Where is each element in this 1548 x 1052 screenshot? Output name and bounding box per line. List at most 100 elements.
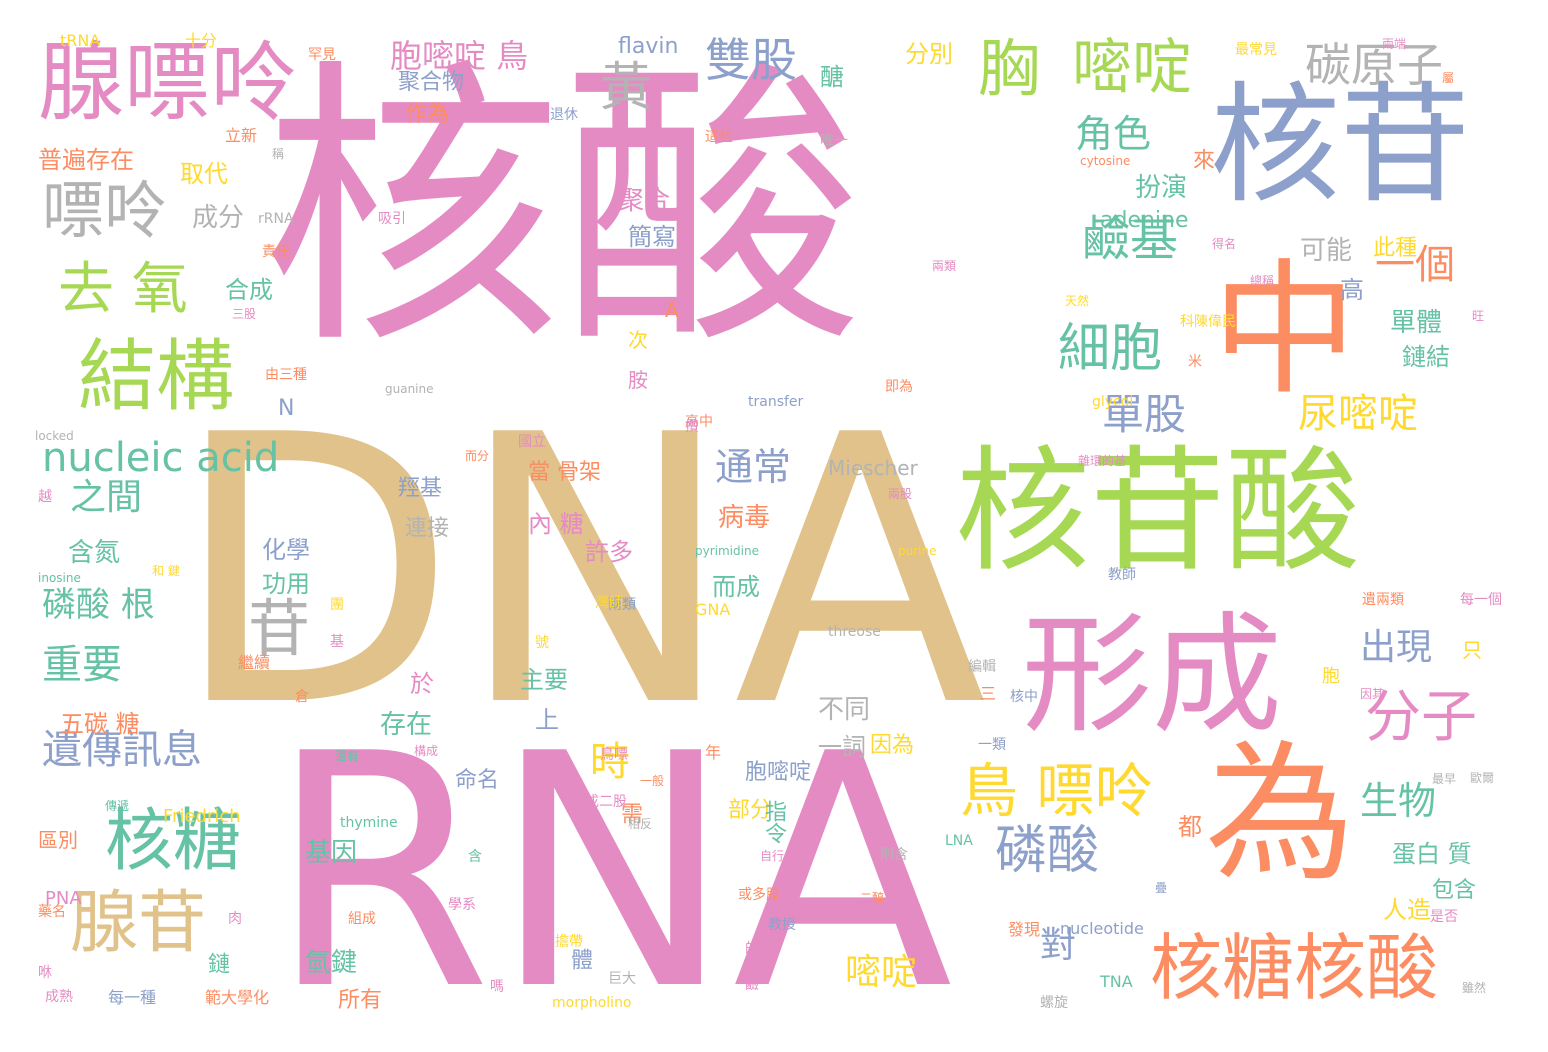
cloud-word: 黃	[600, 58, 653, 118]
cloud-word: 胞嘧啶 鳥	[390, 37, 529, 75]
cloud-word: 聚合物	[398, 70, 465, 95]
cloud-word: 合成	[225, 276, 273, 304]
cloud-word: 科陳偉民	[1180, 314, 1236, 330]
cloud-word: A	[665, 298, 679, 322]
cloud-word: 唯一	[820, 133, 848, 149]
cloud-word: 嗎	[490, 979, 504, 995]
cloud-word: 含氮	[68, 538, 121, 568]
cloud-word: 得名	[1212, 237, 1237, 251]
cloud-word: 的雙	[745, 941, 773, 957]
cloud-word: 核酸	[262, 35, 862, 384]
cloud-word: 羥基	[398, 476, 443, 501]
cloud-word: 處	[660, 129, 674, 145]
cloud-word: 兩類	[608, 597, 636, 613]
cloud-word: 組成	[348, 911, 376, 927]
cloud-word: 都	[1178, 813, 1202, 841]
cloud-word: 藥名	[38, 904, 66, 920]
cloud-word: 巨大	[608, 971, 636, 987]
cloud-word: 細胞	[1058, 319, 1163, 379]
cloud-word: 每一種	[108, 988, 157, 1007]
cloud-word: 雖然	[1462, 981, 1487, 995]
cloud-word: glycol	[1092, 394, 1134, 410]
cloud-word: 胺	[628, 368, 648, 392]
cloud-word: tRNA	[60, 31, 101, 50]
cloud-word: 鳥嘌	[600, 747, 628, 763]
cloud-word: 對	[1040, 925, 1077, 966]
cloud-word: 兩端	[1382, 37, 1407, 51]
cloud-word: 時	[590, 739, 630, 785]
cloud-word: 氫鍵	[305, 948, 358, 978]
cloud-word: adenine	[1100, 208, 1189, 233]
cloud-word: rRNA	[258, 211, 294, 227]
cloud-word: 連接	[405, 516, 450, 541]
cloud-word: 只	[1462, 638, 1482, 662]
cloud-word: 鏈結	[1402, 343, 1450, 371]
cloud-word: 生物	[1360, 779, 1437, 823]
cloud-word: 繼續	[238, 653, 271, 672]
cloud-word: 立新	[225, 126, 258, 145]
cloud-word: 罕見	[308, 47, 336, 63]
cloud-word: 二醇	[860, 891, 885, 905]
cloud-word: morpholino	[552, 995, 632, 1011]
cloud-word: 發現	[1008, 920, 1041, 939]
cloud-word: 角色	[1075, 112, 1152, 156]
cloud-word: 是否	[1430, 909, 1458, 925]
cloud-word: 腺苷	[70, 884, 207, 963]
cloud-word: 屬	[1442, 71, 1455, 85]
cloud-word: 還有	[335, 749, 360, 763]
cloud-word: 學系	[448, 897, 476, 913]
cloud-word: 則含	[880, 847, 908, 863]
cloud-word: 醣	[820, 63, 844, 91]
cloud-word: 命名	[455, 768, 500, 793]
cloud-word: 而分	[465, 449, 490, 463]
cloud-word: 因為	[870, 733, 915, 758]
cloud-word: 鹼基	[1082, 211, 1179, 267]
cloud-word: 雜環的基	[1078, 454, 1127, 468]
cloud-word: 兩股	[888, 487, 913, 501]
cloud-word: 旺	[1472, 309, 1485, 323]
cloud-word: 即為	[885, 379, 913, 395]
cloud-word: 米	[1188, 354, 1202, 370]
cloud-word: 攢	[685, 419, 699, 435]
cloud-word: 不同	[818, 695, 871, 725]
cloud-word: purine	[898, 544, 937, 558]
cloud-word: 總稱	[1250, 274, 1275, 288]
cloud-word: 指令	[761, 800, 786, 844]
cloud-word: RNA	[268, 685, 953, 1052]
cloud-word: 和 鍵	[152, 564, 180, 578]
cloud-word: GNA	[695, 600, 731, 619]
cloud-word: 構成	[414, 744, 439, 758]
cloud-word: 歐爾	[1470, 771, 1495, 785]
cloud-word: 胸	[978, 32, 1041, 105]
cloud-word: 基因	[305, 838, 358, 868]
cloud-word: 嘌呤	[42, 174, 167, 247]
cloud-word: 三股	[232, 307, 257, 321]
cloud-word: 可能	[1300, 236, 1353, 266]
cloud-word: 單體	[1390, 308, 1443, 338]
cloud-word: transfer	[748, 394, 804, 410]
cloud-word: 鏈	[204, 952, 229, 974]
cloud-word: N	[278, 396, 295, 421]
cloud-word: 肉	[228, 911, 242, 927]
cloud-word: 核苷	[1210, 69, 1471, 221]
cloud-word: 包含	[1432, 878, 1477, 903]
cloud-word: Friedrich	[163, 806, 241, 827]
cloud-word: 單股	[1102, 390, 1187, 439]
cloud-word: 最早	[1432, 772, 1457, 786]
cloud-word: 來	[1189, 148, 1214, 170]
cloud-word: 傳遞	[105, 799, 130, 813]
cloud-word: 越	[38, 489, 52, 505]
cloud-word: 相反	[628, 817, 653, 831]
cloud-word: 稱	[272, 147, 285, 161]
cloud-word: 國立	[518, 434, 546, 450]
cloud-word: 一詞	[818, 733, 866, 761]
cloud-word: 許多	[585, 538, 633, 566]
cloud-word: 成熟	[45, 989, 73, 1005]
cloud-word: 一般	[640, 774, 665, 788]
cloud-word: 聚合	[618, 186, 671, 216]
cloud-word: 分別	[905, 40, 953, 68]
cloud-word: 成二股	[585, 794, 627, 810]
cloud-word: 教師	[1108, 567, 1136, 583]
cloud-word: 十分	[185, 31, 218, 50]
